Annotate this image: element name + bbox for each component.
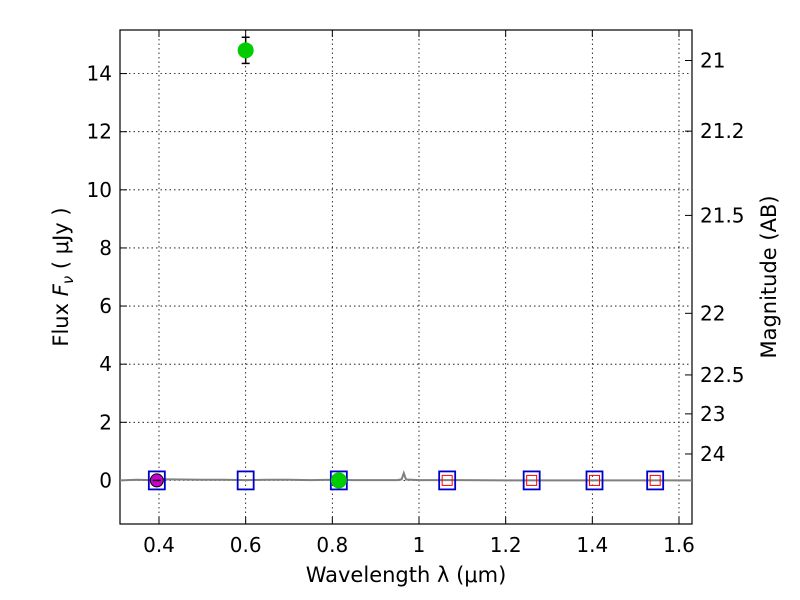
model-band-marker <box>438 470 457 491</box>
y-tick-label: 6 <box>99 294 112 318</box>
model-band-inner-marker <box>589 474 600 486</box>
x-tick-label: 1.2 <box>490 533 522 557</box>
y-tick-label: 14 <box>87 62 112 86</box>
y2-tick-label: 22 <box>700 301 725 325</box>
x-tick-label: 1.4 <box>576 533 608 557</box>
axis-ticks <box>120 30 692 524</box>
model-band-marker <box>522 470 541 491</box>
y2-tick-label: 22.5 <box>700 363 745 387</box>
observed-flux-point <box>330 472 347 489</box>
y-tick-label: 8 <box>99 236 112 260</box>
y2-tick-labels: 21 21.2 21.5 22 22.5 23 24 <box>700 49 745 466</box>
y2-tick-label: 21 <box>700 49 725 73</box>
y-tick-label: 10 <box>87 178 112 202</box>
observed-flux-point <box>237 42 254 59</box>
model-band-marker <box>236 470 255 491</box>
y-tick-label: 4 <box>99 352 112 376</box>
model-band-marker <box>585 470 604 491</box>
y2-tick-label: 24 <box>700 442 725 466</box>
model-band-marker <box>147 470 166 491</box>
y-tick-label: 2 <box>99 410 112 434</box>
y2-tick-label: 23 <box>700 402 725 426</box>
y2-axis-label: Magnitude (AB) <box>757 195 781 358</box>
x-tick-label: 1 <box>413 533 426 557</box>
y2-tick-label: 21.2 <box>700 119 745 143</box>
x-axis-label: Wavelength λ (μm) <box>306 563 507 587</box>
model-band-marker <box>646 470 665 491</box>
model-band-inner-marker <box>526 474 538 486</box>
x-tick-label: 1.6 <box>663 533 695 557</box>
y2-tick-label: 21.5 <box>700 203 745 227</box>
x-tick-label: 0.6 <box>230 533 262 557</box>
y-axis-label: Flux Fν ( μJy ) <box>49 207 77 346</box>
plot-frame <box>119 29 693 525</box>
y-tick-label: 12 <box>87 120 112 144</box>
y-axis-label-prefix: Flux <box>49 296 73 346</box>
y-axis-label-subscript: ν <box>59 276 77 284</box>
y-axis-label-suffix: ( μJy ) <box>49 207 73 275</box>
spectrum-line <box>119 470 692 482</box>
y-axis-label-symbol: F <box>49 283 73 296</box>
model-band-inner-marker <box>649 474 661 486</box>
x-tick-label: 0.8 <box>316 533 348 557</box>
model-band-inner-marker <box>441 474 453 486</box>
x-tick-labels: 0.4 0.6 0.8 1 1.2 1.4 1.6 <box>143 533 695 557</box>
y-tick-label: 0 <box>99 468 112 492</box>
data-series <box>119 36 692 491</box>
x-tick-label: 0.4 <box>143 533 175 557</box>
y-tick-labels: 0 2 4 6 8 10 12 14 <box>87 62 112 493</box>
